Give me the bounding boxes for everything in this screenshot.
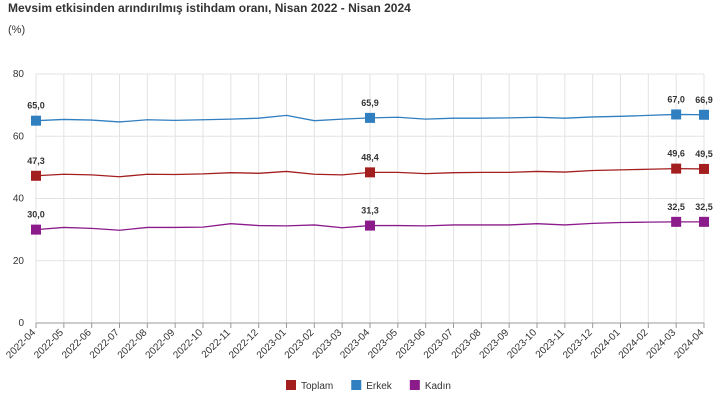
y-tick-label: 80 bbox=[13, 69, 25, 80]
x-tick-label: 2022-12 bbox=[227, 327, 261, 361]
x-tick-label: 2023-07 bbox=[422, 327, 456, 361]
x-tick-label: 2022-07 bbox=[88, 327, 122, 361]
data-label: 31,3 bbox=[361, 206, 379, 216]
legend-label: Toplam bbox=[301, 381, 333, 392]
x-tick-label: 2023-10 bbox=[505, 327, 539, 361]
chart-subtitle: (%) bbox=[8, 24, 25, 36]
chart-title: Mevsim etkisinden arındırılmış istihdam … bbox=[8, 1, 411, 15]
data-label: 32,5 bbox=[667, 202, 685, 212]
data-label: 67,0 bbox=[667, 94, 685, 104]
point-marker bbox=[671, 109, 682, 120]
legend-swatch bbox=[409, 380, 420, 390]
point-marker bbox=[31, 224, 41, 235]
x-tick-label: 2023-08 bbox=[450, 327, 484, 361]
x-tick-label: 2024-04 bbox=[672, 327, 706, 361]
y-tick-label: 20 bbox=[13, 256, 25, 267]
legend-swatch bbox=[351, 380, 362, 390]
data-label: 47,3 bbox=[27, 156, 45, 166]
point-marker bbox=[31, 170, 41, 181]
x-tick-label: 2022-09 bbox=[144, 327, 178, 361]
x-tick-label: 2023-02 bbox=[283, 327, 317, 361]
y-tick-label: 40 bbox=[13, 194, 25, 205]
point-marker bbox=[699, 216, 709, 227]
point-marker bbox=[365, 112, 375, 123]
point-marker bbox=[671, 216, 682, 227]
x-tick-label: 2022-04 bbox=[4, 327, 38, 361]
point-marker bbox=[671, 163, 682, 174]
x-tick-label: 2024-02 bbox=[617, 327, 651, 361]
data-label: 49,6 bbox=[667, 149, 685, 159]
x-tick-label: 2023-03 bbox=[311, 327, 345, 361]
data-label: 65,0 bbox=[27, 101, 45, 111]
point-marker bbox=[699, 163, 709, 174]
point-marker bbox=[699, 109, 709, 120]
x-tick-label: 2023-04 bbox=[338, 327, 372, 361]
legend-label: Erkek bbox=[366, 381, 393, 392]
x-tick-label: 2023-06 bbox=[394, 327, 428, 361]
y-tick-label: 60 bbox=[13, 131, 25, 142]
point-marker bbox=[365, 167, 375, 178]
x-tick-label: 2022-08 bbox=[116, 327, 150, 361]
x-tick-label: 2023-09 bbox=[478, 327, 512, 361]
point-marker bbox=[31, 115, 41, 126]
x-tick-label: 2023-05 bbox=[366, 327, 400, 361]
data-label: 48,4 bbox=[361, 152, 379, 162]
data-label: 66,9 bbox=[695, 95, 713, 105]
y-tick-label: 0 bbox=[18, 318, 24, 329]
x-tick-label: 2022-10 bbox=[171, 327, 205, 361]
legend-label: Kadın bbox=[425, 381, 451, 392]
x-tick-label: 2023-12 bbox=[561, 327, 595, 361]
point-marker bbox=[365, 220, 375, 231]
x-tick-label: 2022-05 bbox=[32, 327, 66, 361]
x-tick-label: 2023-01 bbox=[255, 327, 289, 361]
data-label: 32,5 bbox=[695, 202, 713, 212]
legend-swatch bbox=[286, 380, 296, 390]
data-label: 30,0 bbox=[27, 210, 45, 220]
data-label: 49,5 bbox=[695, 149, 713, 159]
x-tick-label: 2024-03 bbox=[645, 327, 679, 361]
x-tick-label: 2024-01 bbox=[589, 327, 623, 361]
data-label: 65,9 bbox=[361, 98, 379, 108]
x-tick-label: 2022-06 bbox=[60, 327, 94, 361]
